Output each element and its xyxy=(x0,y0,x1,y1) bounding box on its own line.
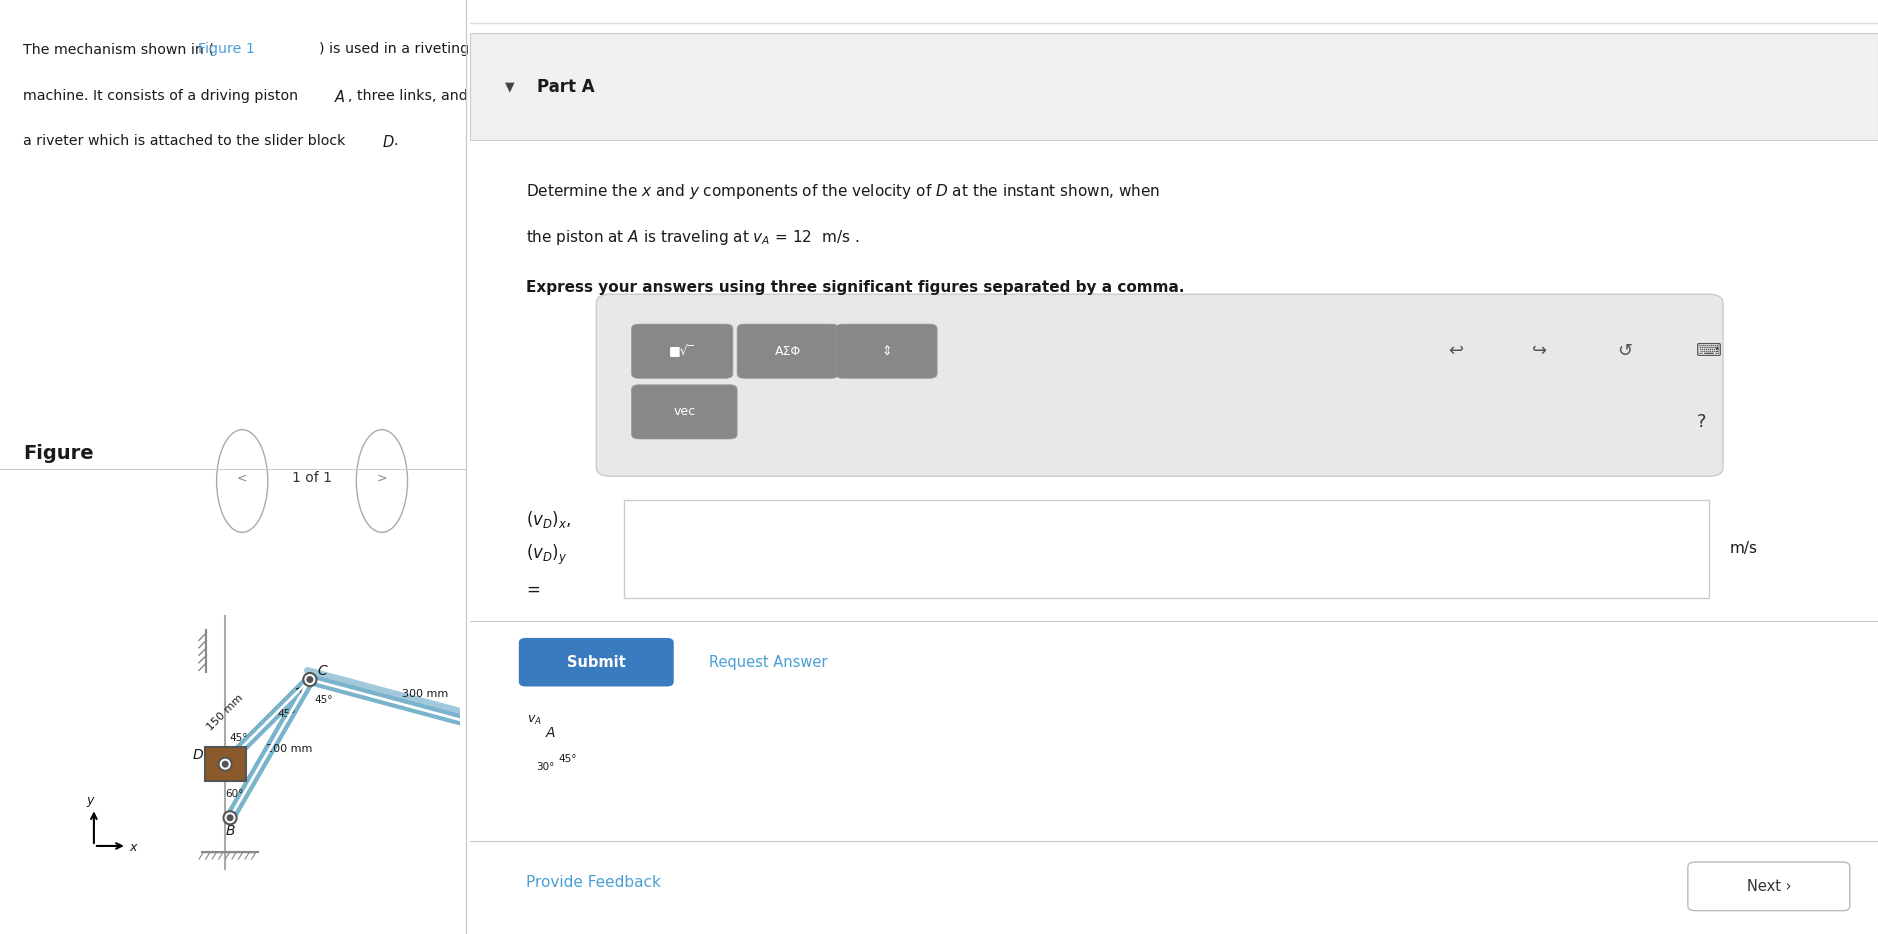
Circle shape xyxy=(535,735,548,748)
Text: 45°: 45° xyxy=(558,754,577,764)
FancyBboxPatch shape xyxy=(623,500,1709,598)
Text: y: y xyxy=(86,794,94,807)
Text: $(v_D)_x,$
$(v_D)_y$: $(v_D)_x,$ $(v_D)_y$ xyxy=(526,509,571,567)
Text: Next ›: Next › xyxy=(1747,879,1792,894)
Text: , three links, and: , three links, and xyxy=(349,89,468,103)
Text: 45°: 45° xyxy=(229,732,248,743)
Text: Submit: Submit xyxy=(567,655,625,670)
Text: vec: vec xyxy=(674,405,697,418)
Text: $A$: $A$ xyxy=(334,89,346,105)
Text: 300 mm: 300 mm xyxy=(402,688,449,699)
Text: 30°: 30° xyxy=(537,761,554,771)
Text: $D$: $D$ xyxy=(381,134,394,150)
Circle shape xyxy=(304,673,316,686)
FancyBboxPatch shape xyxy=(597,294,1724,476)
Text: 60°: 60° xyxy=(225,789,244,800)
Text: <: < xyxy=(237,472,248,485)
Text: Request Answer: Request Answer xyxy=(710,655,828,670)
Circle shape xyxy=(227,815,233,821)
Text: ?: ? xyxy=(1698,413,1707,432)
Text: A: A xyxy=(546,726,556,740)
Text: m/s: m/s xyxy=(1730,541,1758,556)
Text: ▼: ▼ xyxy=(505,80,515,93)
FancyBboxPatch shape xyxy=(470,33,1878,140)
Text: The mechanism shown in (: The mechanism shown in ( xyxy=(23,42,214,56)
Text: C: C xyxy=(317,664,327,678)
Text: machine. It consists of a driving piston: machine. It consists of a driving piston xyxy=(23,89,299,103)
Circle shape xyxy=(218,757,231,771)
FancyBboxPatch shape xyxy=(736,324,839,378)
Text: 200 mm: 200 mm xyxy=(265,743,312,754)
FancyBboxPatch shape xyxy=(205,747,246,781)
Text: x: x xyxy=(130,841,137,854)
Text: ↪: ↪ xyxy=(1532,342,1547,361)
Text: D: D xyxy=(192,748,203,762)
Text: Figure: Figure xyxy=(23,444,94,462)
Text: the piston at $A$ is traveling at $v_A$ = 12  m/s .: the piston at $A$ is traveling at $v_A$ … xyxy=(526,228,858,247)
Text: >: > xyxy=(377,472,387,485)
Text: ⇕: ⇕ xyxy=(881,345,892,358)
Text: ΑΣΦ: ΑΣΦ xyxy=(776,345,800,358)
Text: B: B xyxy=(225,824,235,838)
FancyBboxPatch shape xyxy=(631,385,736,439)
Text: 45°: 45° xyxy=(278,709,295,719)
FancyBboxPatch shape xyxy=(1688,862,1850,911)
Text: Part A: Part A xyxy=(537,78,595,96)
Text: ) is used in a riveting: ) is used in a riveting xyxy=(319,42,470,56)
Circle shape xyxy=(222,761,227,767)
Text: =: = xyxy=(526,581,539,599)
Text: Figure 1: Figure 1 xyxy=(197,42,255,56)
Text: Provide Feedback: Provide Feedback xyxy=(526,875,661,890)
Text: Determine the $x$ and $y$ components of the velocity of $D$ at the instant shown: Determine the $x$ and $y$ components of … xyxy=(526,182,1161,201)
Text: 45°: 45° xyxy=(316,695,332,705)
Circle shape xyxy=(539,739,545,744)
Text: ↺: ↺ xyxy=(1617,342,1632,361)
Circle shape xyxy=(308,677,312,683)
Text: ⌨: ⌨ xyxy=(1696,342,1722,361)
FancyBboxPatch shape xyxy=(836,324,937,378)
Text: ↩: ↩ xyxy=(1448,342,1463,361)
Text: a riveter which is attached to the slider block: a riveter which is attached to the slide… xyxy=(23,134,346,149)
FancyBboxPatch shape xyxy=(518,638,674,686)
Text: 150 mm: 150 mm xyxy=(205,693,246,732)
Text: ■√‾: ■√‾ xyxy=(669,345,695,358)
FancyBboxPatch shape xyxy=(631,324,732,378)
Text: .: . xyxy=(394,134,398,149)
Text: $v_A$: $v_A$ xyxy=(528,714,543,727)
Text: Express your answers using three significant figures separated by a comma.: Express your answers using three signifi… xyxy=(526,280,1185,295)
Text: 1 of 1: 1 of 1 xyxy=(293,472,332,485)
Circle shape xyxy=(223,812,237,825)
